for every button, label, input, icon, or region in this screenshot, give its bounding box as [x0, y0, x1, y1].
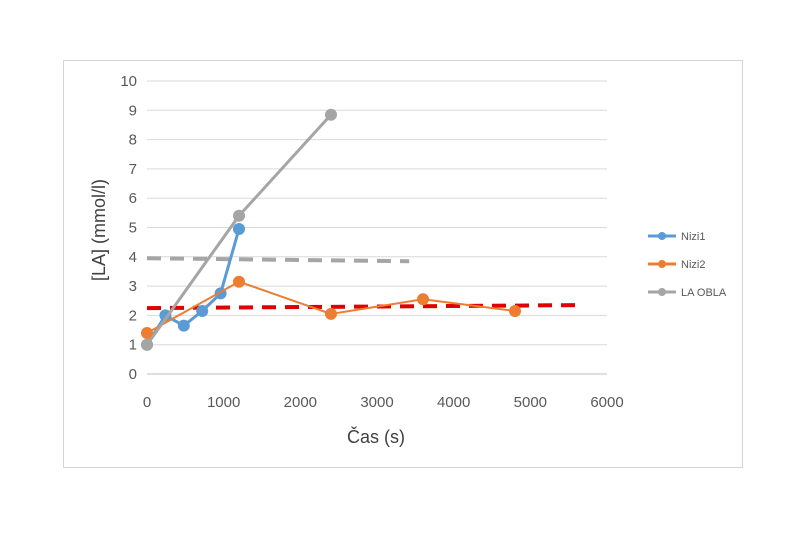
legend-label: Nizi2 — [681, 259, 705, 271]
x-tick-labels: 0 1000 2000 3000 4000 5000 6000 — [143, 394, 624, 411]
data-point — [233, 222, 245, 235]
chart-area — [63, 60, 743, 468]
data-point — [196, 305, 209, 318]
y-tick-label: 8 — [129, 132, 137, 149]
data-point — [177, 319, 190, 332]
series-la-obla — [141, 108, 337, 351]
y-tick-label: 9 — [129, 102, 137, 119]
y-tick-label: 5 — [129, 220, 137, 237]
x-tick-label: 6000 — [590, 394, 623, 411]
y-tick-label: 0 — [129, 366, 137, 383]
data-point — [233, 275, 245, 288]
series-group — [141, 108, 521, 351]
y-tick-label: 1 — [129, 337, 137, 354]
series-nizi2 — [141, 275, 521, 339]
y-tick-label: 3 — [129, 278, 137, 295]
x-tick-label: 2000 — [284, 394, 317, 411]
data-point — [509, 305, 521, 318]
legend: Nizi1 Nizi2 LA OBLA — [648, 231, 727, 299]
data-point — [325, 307, 337, 320]
reference-line — [146, 256, 410, 264]
y-tick-labels: 0 1 2 3 4 5 6 7 8 9 10 — [120, 73, 137, 383]
reference-lines — [146, 256, 577, 311]
x-axis-title: Čas (s) — [347, 426, 405, 447]
x-tick-label: 1000 — [207, 394, 240, 411]
legend-item: Nizi1 — [648, 231, 705, 243]
x-tick-label: 3000 — [360, 394, 393, 411]
reference-line — [146, 303, 577, 311]
legend-label: Nizi1 — [681, 231, 705, 243]
legend-item: LA OBLA — [648, 287, 727, 299]
data-point — [141, 326, 153, 339]
gridlines — [147, 80, 607, 375]
y-tick-label: 2 — [129, 307, 137, 324]
legend-item: Nizi2 — [648, 259, 705, 271]
x-tick-label: 0 — [143, 394, 151, 411]
data-point — [417, 293, 429, 306]
data-point — [233, 209, 245, 222]
legend-label: LA OBLA — [681, 287, 727, 299]
y-tick-label: 7 — [129, 161, 137, 178]
y-tick-label: 4 — [129, 249, 137, 266]
y-tick-label: 10 — [120, 73, 137, 90]
legend-swatch-marker — [658, 288, 666, 296]
data-point — [325, 108, 337, 121]
x-tick-label: 4000 — [437, 394, 470, 411]
x-tick-label: 5000 — [514, 394, 547, 411]
legend-swatch-marker — [658, 260, 666, 268]
data-point — [141, 338, 153, 351]
y-tick-label: 6 — [129, 190, 137, 207]
legend-swatch-marker — [658, 232, 666, 240]
y-axis-title: [LA] (mmol/l) — [89, 179, 109, 281]
